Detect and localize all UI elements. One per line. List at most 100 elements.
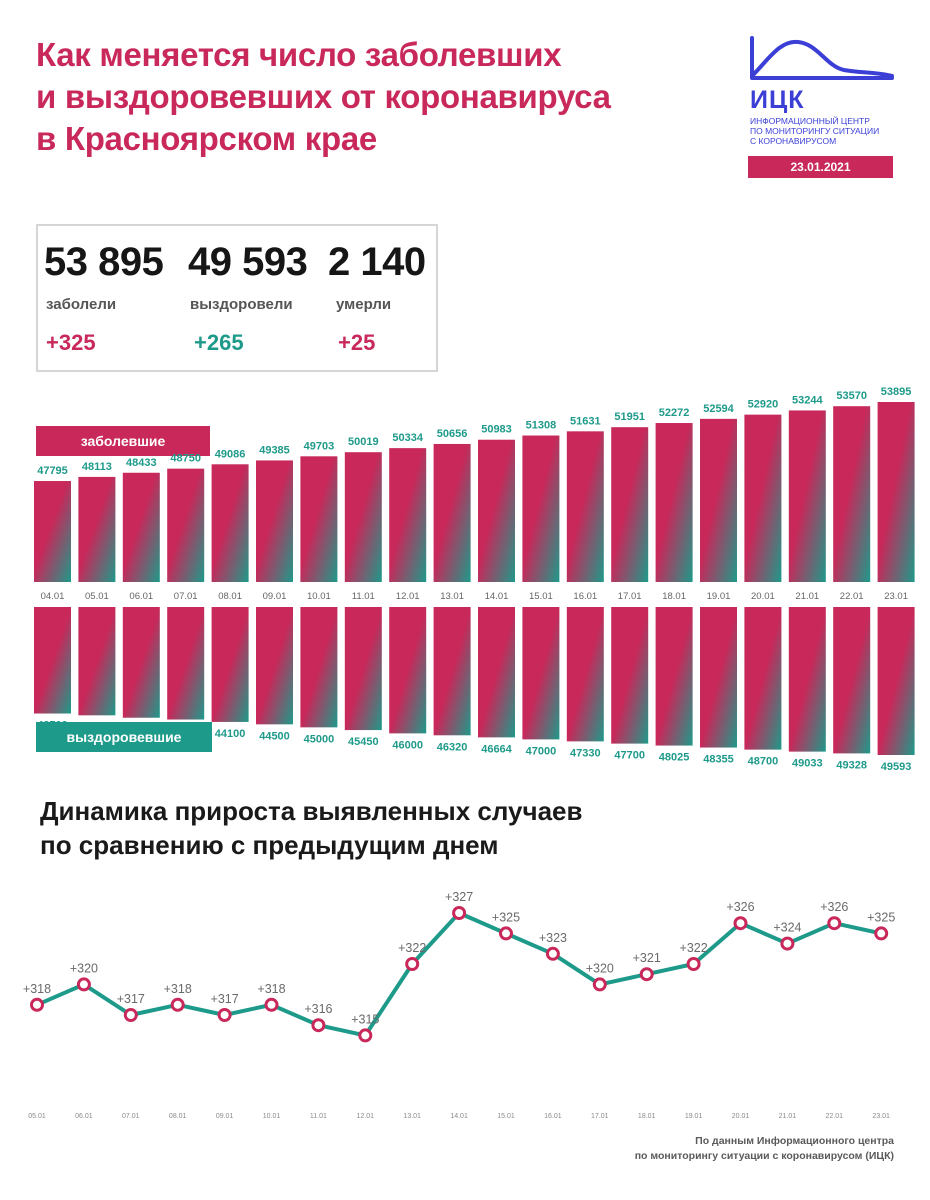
bar-sick	[877, 402, 915, 582]
x-tick-label: 16.01	[573, 591, 597, 602]
data-label: +318	[23, 982, 51, 996]
bar-recovered	[433, 607, 471, 736]
bar-recovered-value-label: 46664	[481, 743, 512, 755]
stat-recovered-delta: +265	[194, 330, 244, 355]
logo-subtitle-line: по мониторингу ситуации	[750, 126, 880, 136]
data-label: +323	[539, 931, 567, 945]
data-point	[452, 906, 467, 920]
x-tick-label: 21.01	[795, 591, 819, 602]
bar-recovered	[256, 607, 293, 725]
data-label: +322	[680, 941, 708, 955]
bar-sick	[522, 435, 560, 582]
page-title: Как меняется число заболевших и выздоров…	[36, 34, 676, 160]
x-tick-label: 05.01	[85, 591, 109, 602]
x-tick-label: 18.01	[638, 1113, 656, 1120]
bar-recovered	[389, 607, 427, 734]
bar-recovered	[788, 607, 826, 752]
data-label: +325	[492, 910, 520, 924]
x-tick-label: 14.01	[485, 591, 509, 602]
stat-deaths-label: умерли	[336, 296, 392, 313]
data-label: +320	[586, 961, 614, 975]
bar-recovered	[78, 607, 116, 716]
bar-recovered-value-label: 49328	[836, 759, 867, 771]
bar-sick-value-label: 48750	[170, 453, 201, 465]
data-point	[592, 977, 607, 992]
data-point	[639, 967, 654, 982]
x-tick-label: 12.01	[396, 591, 420, 602]
bar-sick	[167, 468, 205, 582]
x-tick-label: 21.01	[779, 1113, 797, 1120]
data-point	[264, 997, 279, 1012]
x-tick-label: 11.01	[310, 1113, 327, 1120]
bar-recovered-value-label: 47330	[570, 747, 601, 759]
logo-subtitle: Информационный центр по мониторингу ситу…	[750, 116, 879, 146]
title-line: и выздоровевших от коронавируса	[36, 78, 611, 115]
bar-sick-value-label: 49703	[304, 440, 335, 452]
x-tick-label: 12.01	[357, 1113, 375, 1120]
bar-recovered-value-label: 48025	[659, 752, 690, 764]
data-label: +321	[633, 951, 661, 965]
bar-sick	[256, 460, 293, 582]
stats-panel: 53 895 заболели +325 49 593 выздоровели …	[36, 224, 438, 372]
x-tick-label: 15.01	[497, 1113, 515, 1120]
title-line: Как меняется число заболевших	[36, 36, 562, 73]
bar-recovered	[34, 607, 71, 714]
source-line: По данным Информационного центра	[695, 1135, 894, 1147]
data-point	[686, 957, 701, 971]
x-tick-label: 04.01	[41, 591, 65, 602]
bar-recovered	[655, 607, 693, 746]
bar-recovered-value-label: 42700	[37, 720, 68, 732]
title-line: в Красноярском крае	[36, 120, 377, 157]
bar-sick-value-label: 51308	[526, 420, 557, 432]
source-note: По данным Информационного центра по мони…	[635, 1134, 894, 1164]
bar-recovered	[344, 607, 382, 731]
x-tick-label: 19.01	[707, 591, 731, 602]
bar-sick	[788, 410, 826, 582]
data-label: +322	[398, 941, 426, 955]
section-title-line: Динамика прироста выявленных случаев	[40, 796, 583, 826]
x-tick-label: 23.01	[872, 1113, 890, 1120]
x-tick-label: 22.01	[826, 1113, 844, 1120]
x-tick-label: 07.01	[122, 1113, 140, 1120]
bar-recovered-value-label: 43700	[170, 726, 201, 738]
bar-recovered-value-label: 44100	[215, 728, 246, 740]
x-tick-label: 17.01	[591, 1113, 609, 1120]
bar-sick	[700, 418, 737, 582]
bar-sick-value-label: 51951	[614, 411, 645, 423]
x-tick-label: 17.01	[618, 591, 642, 602]
data-point	[30, 997, 44, 1012]
bar-recovered-value-label: 48700	[748, 756, 779, 768]
bar-recovered	[566, 607, 604, 742]
bar-sick-value-label: 52920	[748, 399, 779, 411]
bar-sick-value-label: 52272	[659, 407, 690, 419]
x-tick-label: 10.01	[307, 591, 331, 602]
x-tick-label: 20.01	[751, 591, 775, 602]
bar-sick	[833, 406, 871, 582]
bar-sick-value-label: 51631	[570, 415, 601, 427]
bar-recovered	[833, 607, 871, 754]
bar-sick	[34, 481, 71, 582]
bar-sick-value-label: 49385	[259, 444, 290, 456]
bar-sick-value-label: 50019	[348, 436, 379, 448]
legend-sick: заболевшие	[36, 426, 210, 456]
bar-recovered-value-label: 49033	[792, 758, 823, 770]
line-chart: +318 05.01 +320 06.01 +317 07.01 +318 08.01 +317…	[23, 890, 895, 1120]
bar-sick-value-label: 49086	[215, 448, 246, 460]
data-label: +326	[726, 900, 754, 914]
data-point	[733, 916, 748, 931]
bar-recovered-value-label: 46000	[392, 739, 423, 751]
logo-subtitle-line: с коронавирусом	[750, 136, 837, 146]
bar-sick	[744, 414, 782, 582]
bar-recovered-value-label: 43000	[82, 721, 113, 733]
data-label: +327	[445, 890, 473, 904]
x-tick-label: 06.01	[75, 1113, 93, 1120]
data-label: +316	[304, 1002, 332, 1016]
x-tick-label: 16.01	[544, 1113, 562, 1120]
bar-recovered	[211, 607, 249, 722]
bar-sick	[300, 456, 338, 582]
data-point	[76, 977, 91, 992]
section-title: Динамика прироста выявленных случаев по …	[40, 794, 582, 862]
x-tick-label: 19.01	[685, 1113, 703, 1120]
section-title-line: по сравнению с предыдущим днем	[40, 830, 499, 860]
bar-recovered-value-label: 47700	[614, 750, 645, 762]
